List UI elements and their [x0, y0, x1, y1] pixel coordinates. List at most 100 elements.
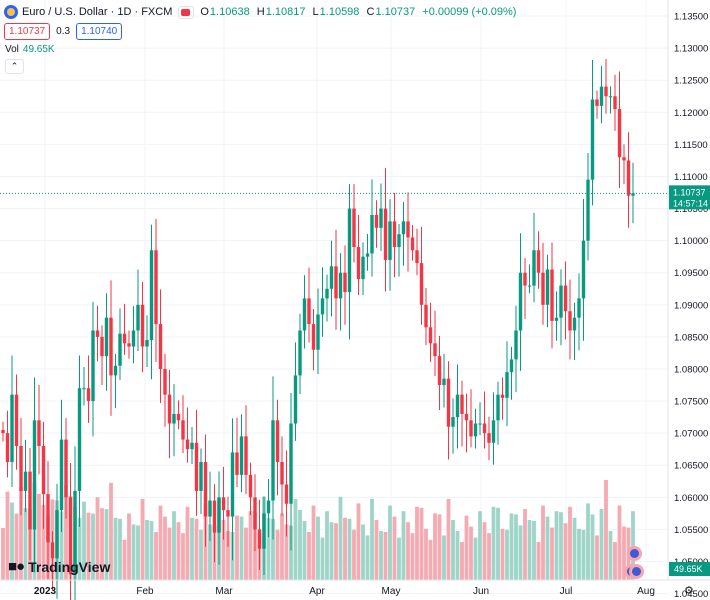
candle-body[interactable] [127, 343, 131, 347]
symbol-title[interactable]: Euro / U.S. Dollar · 1D · FXCM [22, 6, 173, 18]
candle-body[interactable] [280, 462, 284, 485]
candle-body[interactable] [181, 420, 185, 440]
sell-button[interactable]: 1.10737 [4, 23, 51, 40]
candle-body[interactable] [293, 375, 298, 424]
candle-body[interactable] [361, 256, 365, 280]
candle-body[interactable] [460, 394, 464, 414]
settings-gear-icon[interactable]: ⚙ [684, 585, 694, 597]
candle-body[interactable] [563, 285, 568, 312]
candle-body[interactable] [608, 96, 613, 98]
candle-body[interactable] [631, 193, 635, 196]
candle-body[interactable] [428, 327, 433, 344]
candle-body[interactable] [118, 333, 122, 366]
candle-body[interactable] [19, 445, 23, 491]
candle-body[interactable] [1, 429, 5, 434]
candle-body[interactable] [370, 214, 374, 254]
candle-body[interactable] [379, 208, 383, 228]
candle-body[interactable] [91, 330, 95, 402]
candle-body[interactable] [338, 272, 343, 299]
candle-body[interactable] [523, 272, 527, 286]
candle-body[interactable] [325, 288, 329, 299]
candle-body[interactable] [217, 497, 221, 533]
candle-body[interactable] [433, 343, 437, 357]
candle-body[interactable] [73, 490, 77, 575]
us-event-flag-icon[interactable] [627, 546, 642, 561]
candle-body[interactable] [559, 285, 563, 318]
candle-body[interactable] [617, 109, 622, 158]
candle-body[interactable] [311, 324, 316, 350]
candle-body[interactable] [131, 330, 136, 347]
candle-body[interactable] [397, 234, 401, 248]
candle-body[interactable] [284, 484, 289, 504]
candle-body[interactable] [487, 433, 491, 443]
candle-body[interactable] [55, 510, 59, 559]
buy-button[interactable]: 1.10740 [76, 23, 123, 40]
candle-body[interactable] [482, 423, 487, 434]
candle-body[interactable] [10, 394, 14, 463]
candle-body[interactable] [343, 272, 347, 292]
candlestick-series[interactable] [1, 59, 635, 600]
candle-body[interactable] [590, 99, 595, 180]
candle-body[interactable] [37, 420, 41, 446]
candle-body[interactable] [572, 317, 577, 331]
candle-body[interactable] [356, 247, 361, 280]
candle-body[interactable] [419, 263, 424, 305]
candle-body[interactable] [626, 160, 631, 196]
candle-body[interactable] [374, 214, 379, 228]
candle-body[interactable] [262, 513, 266, 549]
candle-body[interactable] [410, 237, 415, 251]
candle-body[interactable] [271, 420, 275, 501]
candle-body[interactable] [140, 304, 145, 347]
candle-body[interactable] [307, 298, 311, 325]
candle-body[interactable] [23, 471, 28, 491]
candle-body[interactable] [527, 285, 532, 287]
candle-body[interactable] [145, 340, 149, 347]
candle-body[interactable] [28, 471, 32, 530]
collapse-legend-button[interactable]: ⌃ [5, 59, 24, 74]
candle-body[interactable] [473, 423, 478, 437]
candle-body[interactable] [536, 250, 541, 273]
candle-body[interactable] [388, 221, 392, 260]
candle-body[interactable] [577, 298, 581, 318]
candle-body[interactable] [595, 99, 599, 106]
candle-body[interactable] [491, 420, 496, 443]
candle-body[interactable] [469, 420, 473, 437]
time-axis[interactable]: 2023 Feb Mar Apr May Jun Jul Aug [0, 579, 710, 597]
candle-body[interactable] [199, 462, 203, 491]
candle-body[interactable] [104, 317, 109, 357]
candle-body[interactable] [406, 221, 410, 238]
candle-body[interactable] [50, 542, 55, 559]
candle-body[interactable] [289, 423, 293, 504]
volume-label[interactable]: Vol [5, 44, 19, 55]
candle-body[interactable] [100, 336, 104, 357]
candle-body[interactable] [190, 442, 194, 450]
candle-body[interactable] [554, 317, 559, 321]
candle-body[interactable] [320, 298, 325, 315]
candle-body[interactable] [455, 394, 460, 418]
candle-body[interactable] [446, 378, 451, 427]
candle-body[interactable] [176, 413, 181, 421]
candle-body[interactable] [109, 317, 113, 376]
candle-body[interactable] [149, 250, 154, 341]
candle-body[interactable] [226, 510, 230, 517]
candle-body[interactable] [464, 413, 469, 421]
candle-body[interactable] [604, 86, 608, 97]
candle-body[interactable] [302, 298, 307, 331]
candle-body[interactable] [622, 157, 626, 161]
candle-body[interactable] [212, 500, 217, 533]
candle-body[interactable] [185, 439, 190, 450]
candle-body[interactable] [545, 269, 550, 305]
candle-body[interactable] [239, 436, 244, 475]
volume-value-tag[interactable] [669, 562, 710, 576]
candle-body[interactable] [46, 494, 50, 543]
candle-body[interactable] [203, 462, 208, 517]
candle-body[interactable] [541, 272, 545, 305]
candle-body[interactable] [442, 378, 446, 386]
candle-body[interactable] [298, 330, 302, 376]
candle-body[interactable] [392, 221, 397, 248]
candle-body[interactable] [208, 500, 212, 517]
candle-body[interactable] [581, 240, 586, 299]
candle-body[interactable] [401, 221, 406, 235]
candle-body[interactable] [275, 420, 280, 463]
